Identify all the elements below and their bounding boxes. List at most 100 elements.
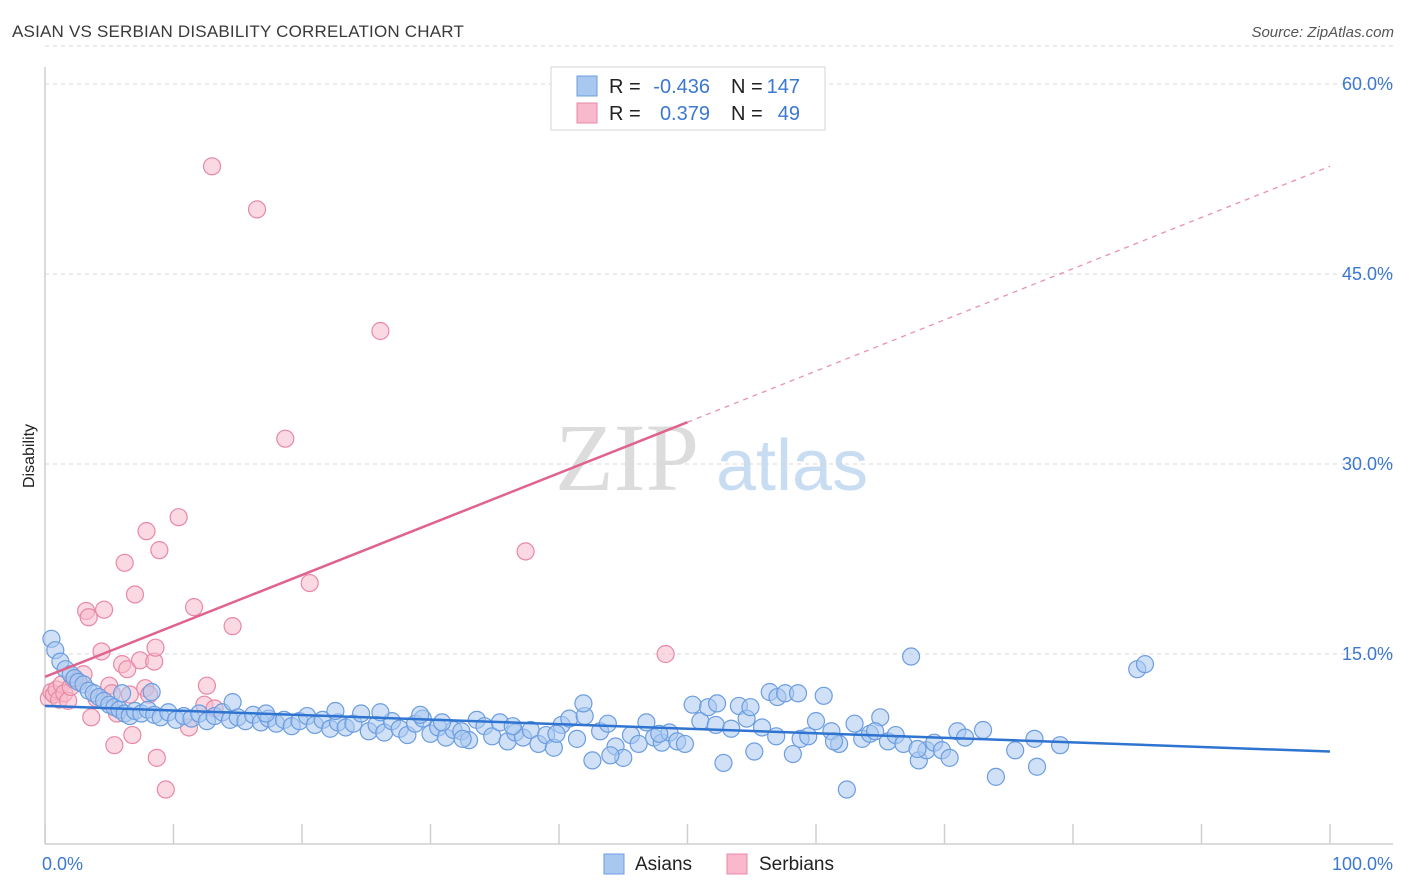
asian-point bbox=[675, 734, 695, 754]
x-tick-label: 100.0% bbox=[1332, 854, 1393, 874]
asian-point bbox=[650, 724, 669, 743]
asian-point bbox=[601, 746, 620, 765]
asian-point bbox=[901, 647, 921, 666]
asian-point bbox=[223, 693, 242, 712]
asian-point bbox=[352, 704, 371, 723]
serbian-point bbox=[147, 748, 166, 767]
asian-point bbox=[806, 712, 826, 731]
asians-n-label: N = bbox=[731, 76, 763, 98]
y-tick-label: 45.0% bbox=[1342, 264, 1393, 284]
asians-r-value: -0.436 bbox=[653, 76, 710, 98]
asian-point bbox=[112, 684, 132, 703]
grid-lines bbox=[45, 45, 1393, 655]
asians-swatch bbox=[576, 75, 598, 97]
asian-point bbox=[1027, 757, 1047, 776]
serbians-r-value: 0.379 bbox=[660, 103, 710, 125]
serbian-point bbox=[223, 617, 242, 636]
legend-asians-swatch bbox=[603, 853, 625, 875]
serbian-point bbox=[105, 736, 124, 755]
asian-point bbox=[411, 705, 430, 724]
asian-point bbox=[745, 742, 764, 761]
asian-point bbox=[940, 748, 959, 767]
asian-point bbox=[788, 684, 808, 703]
y-tick-labels: 15.0% 30.0% 45.0% 60.0% bbox=[1342, 74, 1393, 664]
serbian-point bbox=[184, 598, 204, 617]
serbians-trend-line bbox=[44, 421, 688, 678]
asian-point bbox=[714, 753, 733, 773]
axes bbox=[44, 67, 1393, 845]
y-tick-label: 30.0% bbox=[1342, 454, 1393, 474]
serbian-point bbox=[276, 429, 295, 448]
serbians-n-value: 49 bbox=[778, 103, 800, 125]
asian-point bbox=[598, 714, 617, 733]
serbians-n-label: N = bbox=[731, 103, 763, 125]
serbians-swatch bbox=[576, 102, 598, 124]
serbian-point bbox=[115, 553, 134, 572]
asian-point bbox=[629, 734, 648, 754]
serbian-point bbox=[516, 542, 535, 561]
trend-lines bbox=[44, 165, 1331, 753]
asians-r-label: R = bbox=[609, 76, 641, 98]
serbian-point bbox=[371, 321, 390, 341]
legend-serbians-swatch bbox=[726, 853, 748, 875]
asian-point bbox=[432, 713, 452, 732]
serbian-point bbox=[169, 508, 188, 527]
asian-point bbox=[707, 694, 727, 713]
asians-points bbox=[42, 629, 1155, 799]
serbian-point bbox=[79, 608, 98, 627]
serbian-point bbox=[95, 600, 114, 619]
serbian-point bbox=[146, 638, 165, 657]
serbian-point bbox=[300, 573, 319, 593]
asian-point bbox=[741, 698, 760, 717]
asian-point bbox=[814, 686, 833, 705]
serbian-point bbox=[247, 200, 267, 219]
serbian-point bbox=[202, 157, 222, 176]
stats-legend: R = -0.436 N = 147 R = 0.379 N = 49 bbox=[550, 66, 826, 131]
y-tick-label: 15.0% bbox=[1342, 644, 1393, 664]
asian-point bbox=[824, 732, 844, 751]
asian-point bbox=[837, 780, 856, 799]
chart-title: ASIAN VS SERBIAN DISABILITY CORRELATION … bbox=[12, 22, 465, 41]
asian-point bbox=[567, 729, 587, 748]
serbian-point bbox=[82, 708, 101, 727]
asian-point bbox=[1135, 655, 1155, 674]
serbian-point bbox=[125, 585, 145, 604]
asian-point bbox=[503, 717, 522, 736]
asian-point bbox=[722, 719, 741, 738]
asian-point bbox=[574, 694, 593, 713]
bottom-legend: Asians Serbians bbox=[603, 853, 834, 875]
asians-trend-line bbox=[44, 704, 1331, 753]
asian-point bbox=[783, 744, 802, 764]
asian-point bbox=[547, 724, 566, 743]
serbian-point bbox=[656, 644, 675, 664]
serbian-point bbox=[137, 522, 156, 541]
y-tick-label: 60.0% bbox=[1342, 74, 1393, 94]
source-label: Source: ZipAtlas.com bbox=[1251, 24, 1394, 41]
asian-point bbox=[683, 695, 702, 714]
legend-serbians-label: Serbians bbox=[759, 854, 834, 875]
serbian-point bbox=[197, 676, 217, 695]
asian-point bbox=[767, 727, 786, 746]
asian-point bbox=[1051, 736, 1070, 755]
serbian-point bbox=[123, 725, 142, 745]
asian-point bbox=[986, 767, 1006, 786]
asian-point bbox=[583, 751, 602, 770]
asians-n-value: 147 bbox=[767, 76, 800, 98]
y-axis-label: Disability bbox=[21, 424, 38, 488]
asian-point bbox=[142, 682, 161, 702]
asian-point bbox=[453, 729, 472, 748]
serbian-point bbox=[118, 660, 137, 679]
serbians-r-label: R = bbox=[609, 103, 641, 125]
serbian-point bbox=[150, 541, 169, 560]
asian-point bbox=[973, 720, 993, 740]
asian-point bbox=[845, 714, 864, 733]
asian-point bbox=[866, 722, 885, 741]
asian-point bbox=[1025, 729, 1044, 748]
x-tick-label: 0.0% bbox=[42, 854, 83, 874]
asian-point bbox=[908, 739, 927, 759]
watermark-zip: ZIP bbox=[555, 404, 699, 511]
x-tick-labels: 0.0% 100.0% bbox=[42, 854, 1393, 874]
asian-point bbox=[1006, 741, 1025, 760]
watermark-atlas: atlas bbox=[716, 426, 868, 506]
